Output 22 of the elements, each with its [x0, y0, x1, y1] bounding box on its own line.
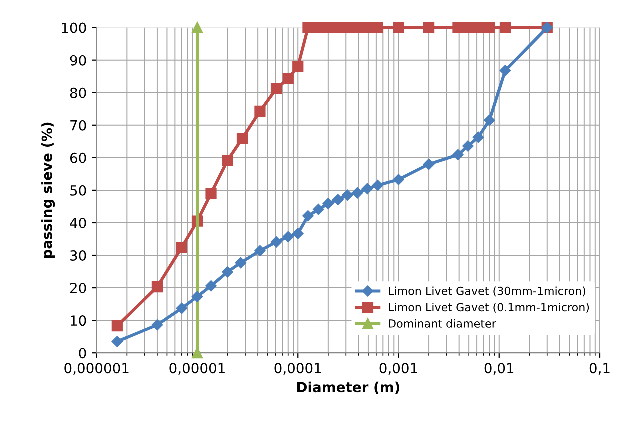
y-tick-label: 0: [79, 348, 86, 359]
y-tick-label: 80: [70, 88, 86, 98]
y-tick-label: 90: [70, 55, 86, 66]
y-tick-label: 70: [70, 120, 86, 131]
legend-label: Limon Livet Gavet (0.1mm-1micron): [389, 303, 590, 313]
x-axis-title: Diameter (m): [297, 382, 400, 394]
y-tick-label: 50: [70, 185, 86, 196]
x-tick-label: 0,00001: [170, 363, 225, 375]
x-tick-label: 0,000001: [64, 363, 129, 375]
y-tick-label: 20: [70, 283, 86, 294]
x-tick-label: 0,1: [590, 363, 610, 375]
x-tick-label: 0,0001: [274, 363, 322, 375]
y-axis-title: passing sieve (%): [42, 122, 56, 258]
y-tick-label: 100: [62, 22, 86, 34]
y-tick-label: 10: [71, 316, 86, 326]
y-tick-label: 60: [70, 152, 86, 164]
x-tick-label: 0,001: [380, 363, 418, 375]
legend-label: Dominant diameter: [389, 319, 496, 328]
y-tick-label: 40: [70, 218, 86, 228]
y-tick-label: 30: [70, 250, 86, 261]
legend-label: Limon Livet Gavet (30mm-1micron): [389, 286, 586, 297]
x-tick-label: 0,01: [484, 363, 514, 375]
